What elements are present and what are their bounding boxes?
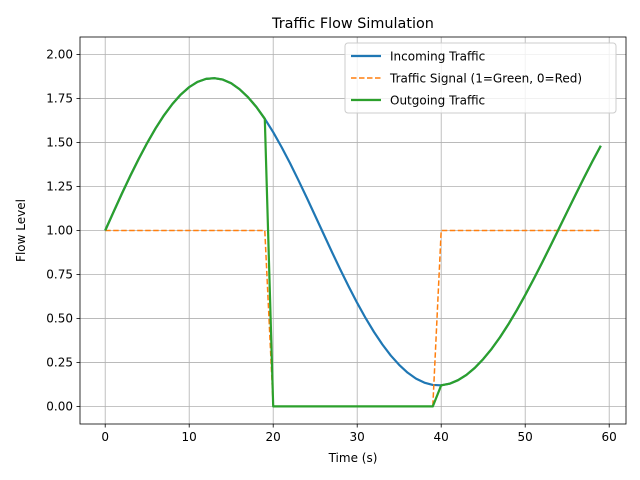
y-tick-label: 1.25 <box>46 180 73 194</box>
legend-label-2: Outgoing Traffic <box>390 94 485 108</box>
chart-title: Traffic Flow Simulation <box>271 16 434 32</box>
x-tick-label: 10 <box>182 430 197 444</box>
series-line-1 <box>105 229 601 408</box>
legend-items: Incoming Traffic Traffic Signal (1=Green,… <box>351 50 582 108</box>
x-axis-label: Time (s) <box>328 451 378 465</box>
y-tick-label: 0.50 <box>46 311 73 325</box>
x-tick-label: 30 <box>350 430 365 444</box>
series-layer <box>104 77 602 408</box>
y-tick-label: 0.75 <box>46 267 73 281</box>
y-axis-label: Flow Level <box>14 199 28 262</box>
y-tick-label: 1.75 <box>46 92 73 106</box>
x-tick-label: 50 <box>518 430 533 444</box>
y-tick-label: 1.50 <box>46 136 73 150</box>
legend-frame <box>344 42 617 114</box>
y-tick-label: 1.00 <box>46 224 73 238</box>
x-tick-label: 40 <box>434 430 449 444</box>
y-tick-label: 2.00 <box>46 48 73 62</box>
x-tick-label: 20 <box>266 430 281 444</box>
y-tick-label: 0.25 <box>46 355 73 369</box>
legend-label-0: Incoming Traffic <box>390 50 485 64</box>
x-tick-label: 60 <box>602 430 617 444</box>
legend-label-1: Traffic Signal (1=Green, 0=Red) <box>389 72 582 86</box>
tick-layer: 0 10 20 30 40 50 60 0.00 0.25 0.50 0.75 1.00 1.25 1.5… <box>46 48 617 444</box>
series-line-2 <box>104 77 602 408</box>
x-tick-label: 0 <box>101 430 109 444</box>
y-tick-label: 0.00 <box>46 399 73 413</box>
legend: Incoming Traffic Traffic Signal (1=Green,… <box>344 42 617 114</box>
